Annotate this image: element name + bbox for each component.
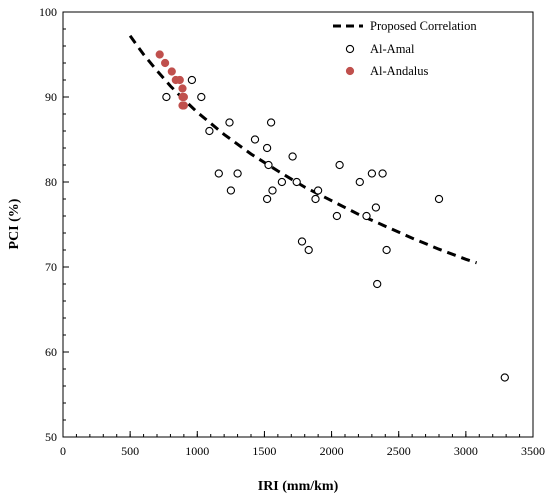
y-tick-label: 80 — [45, 175, 57, 189]
data-point-al-andalus — [178, 84, 187, 93]
data-point-al-andalus — [179, 101, 188, 110]
y-tick-label: 50 — [45, 430, 57, 444]
x-tick-label: 3000 — [454, 444, 478, 458]
axis-tick-labels: 0 500 1000 1500 2000 2500 3000 3500 50 60 70 80 90 10… — [39, 5, 545, 458]
legend: Proposed Correlation Al-Amal Al-Andalus — [333, 19, 477, 78]
data-point-al-amal — [262, 143, 272, 153]
legend-marker-al-andalus — [345, 66, 355, 76]
data-point-al-amal — [297, 237, 307, 246]
x-tick-label: 1000 — [185, 444, 209, 458]
data-point-al-andalus — [167, 67, 176, 76]
x-axis-title: IRI (mm/km) — [258, 479, 339, 494]
y-tick-label: 90 — [45, 90, 57, 104]
data-point-al-andalus — [179, 92, 188, 102]
y-tick-label: 70 — [45, 260, 57, 274]
data-point-al-amal — [373, 279, 382, 289]
data-point-al-amal — [292, 177, 301, 187]
data-point-al-amal — [382, 245, 391, 255]
data-point-al-amal — [233, 169, 242, 178]
data-point-al-amal — [197, 92, 206, 102]
y-tick-label: 60 — [45, 345, 57, 359]
data-point-al-amal — [313, 186, 323, 195]
data-point-al-amal — [378, 169, 387, 178]
data-point-al-amal — [268, 186, 277, 195]
legend-marker-al-amal — [345, 44, 355, 54]
legend-label-proposed-correlation: Proposed Correlation — [370, 19, 477, 33]
data-point-al-amal — [225, 118, 234, 127]
y-tick-label: 100 — [39, 5, 57, 19]
data-point-al-amal — [264, 160, 273, 170]
data-point-al-amal — [335, 160, 344, 170]
data-point-al-amal — [226, 186, 236, 195]
data-series — [128, 34, 509, 382]
x-tick-label: 3500 — [521, 444, 545, 458]
data-point-al-amal — [304, 245, 313, 255]
data-point-al-amal — [214, 169, 223, 178]
data-point-al-amal — [332, 211, 342, 221]
data-point-al-amal — [500, 373, 509, 382]
data-point-al-andalus — [175, 75, 184, 85]
data-point-al-amal — [162, 92, 171, 102]
data-point-al-andalus — [155, 50, 164, 59]
data-point-al-amal — [434, 194, 444, 204]
data-point-al-amal — [367, 169, 377, 178]
data-point-al-amal — [355, 177, 364, 187]
x-tick-label: 2500 — [387, 444, 411, 458]
data-point-al-amal — [262, 194, 272, 204]
axis-ticks — [62, 11, 534, 438]
x-tick-label: 500 — [121, 444, 139, 458]
data-point-al-amal — [250, 135, 260, 144]
legend-label-al-andalus: Al-Andalus — [370, 64, 428, 78]
data-point-al-amal — [362, 211, 371, 221]
x-tick-label: 0 — [60, 444, 66, 458]
plot-frame — [62, 11, 534, 438]
legend-label-al-amal: Al-Amal — [370, 42, 415, 56]
data-point-al-amal — [311, 194, 320, 204]
x-tick-label: 2000 — [320, 444, 344, 458]
data-point-al-amal — [277, 177, 287, 187]
axes — [62, 11, 534, 438]
series-line-proposed-correlation — [128, 34, 478, 265]
data-point-al-amal — [371, 203, 381, 212]
data-point-al-amal — [266, 118, 276, 127]
data-point-al-andalus — [161, 58, 170, 68]
data-point-al-amal — [205, 126, 214, 136]
x-tick-label: 1500 — [252, 444, 276, 458]
data-point-al-amal — [288, 152, 297, 161]
data-point-al-amal — [187, 75, 197, 85]
y-axis-title: PCI (%) — [7, 198, 22, 249]
